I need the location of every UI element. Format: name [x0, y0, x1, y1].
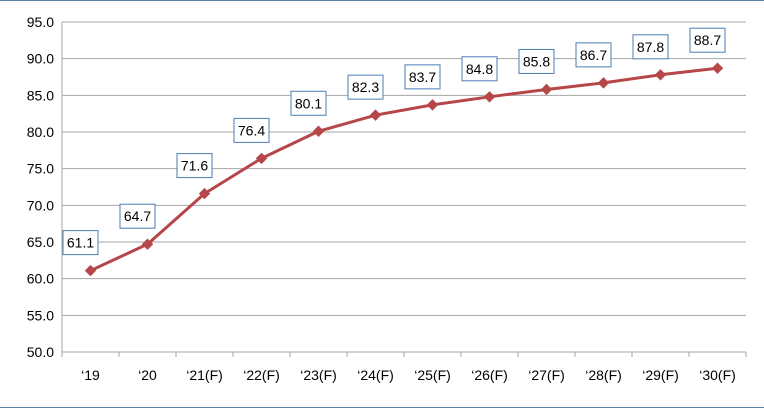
- y-tick-label: 65.0: [27, 234, 54, 250]
- y-axis-tick-labels: 95.0 90.0 85.0 80.0 75.0 70.0 65.0 60.0 55.0 50.0: [27, 14, 54, 360]
- data-label: 76.4: [238, 122, 265, 138]
- data-point-marker: [426, 99, 439, 111]
- data-label: 64.7: [124, 208, 151, 224]
- y-tick-label: 85.0: [27, 87, 54, 103]
- data-point-marker: [255, 152, 268, 165]
- data-label: 88.7: [694, 32, 721, 48]
- axes: [61, 22, 747, 357]
- x-tick-label: ‘26(F): [471, 367, 508, 383]
- data-label-box: [461, 56, 498, 82]
- data-label-box: [233, 117, 270, 143]
- y-tick-label: 50.0: [27, 344, 54, 360]
- data-point-marker: [711, 62, 724, 74]
- data-label: 85.8: [523, 53, 550, 69]
- data-point-marker: [369, 109, 382, 121]
- data-label-box: [689, 27, 726, 53]
- data-label: 80.1: [295, 95, 322, 111]
- y-tick-label: 75.0: [27, 161, 54, 177]
- data-label: 87.8: [637, 39, 664, 55]
- x-tick-label: ‘25(F): [414, 367, 451, 383]
- data-label-box: [632, 34, 669, 60]
- data-label-box: [290, 90, 327, 116]
- data-point-marker: [483, 91, 496, 103]
- x-tick-label: ‘23(F): [300, 367, 337, 383]
- data-point-marker: [312, 125, 325, 137]
- data-label: 61.1: [67, 235, 94, 251]
- data-point-marker: [198, 187, 211, 200]
- y-tick-label: 80.0: [27, 124, 54, 140]
- data-label-box: [119, 203, 156, 229]
- x-tick-label: ‘27(F): [528, 367, 565, 383]
- x-tick-label: ‘19: [81, 367, 100, 383]
- x-tick-label: ‘28(F): [585, 367, 622, 383]
- data-label-box: [518, 48, 555, 74]
- gridlines: [62, 21, 746, 316]
- y-tick-label: 90.0: [27, 51, 54, 67]
- y-tick-label: 60.0: [27, 271, 54, 287]
- data-labels: 61.1 64.7 71.6 76.4 80.1 82.3 83.7 84.8 85.8 86.7…: [62, 27, 726, 256]
- data-label-box: [176, 153, 213, 179]
- x-tick-label: ‘20: [138, 367, 157, 383]
- x-tick-label: ‘24(F): [357, 367, 394, 383]
- data-label-box: [62, 230, 99, 256]
- data-point-marker: [141, 238, 154, 250]
- x-tick-label: ‘22(F): [243, 367, 280, 383]
- x-tick-label: ‘30(F): [699, 367, 736, 383]
- data-point-marker: [654, 69, 667, 81]
- data-label-box: [404, 64, 441, 90]
- data-label-box: [575, 42, 612, 68]
- data-point-marker: [540, 83, 553, 96]
- data-label: 71.6: [181, 158, 208, 174]
- y-tick-label: 70.0: [27, 197, 54, 213]
- x-tick-label: ‘29(F): [642, 367, 679, 383]
- x-axis-tick-labels: ‘19 ‘20 ‘21(F) ‘22(F) ‘23(F) ‘24(F) ‘25(F) ‘26(…: [81, 367, 736, 383]
- series: [84, 62, 724, 277]
- data-label: 84.8: [466, 61, 493, 77]
- data-label: 86.7: [580, 47, 607, 63]
- y-tick-label: 55.0: [27, 307, 54, 323]
- x-tick-label: ‘21(F): [186, 367, 223, 383]
- data-point-marker: [84, 264, 97, 277]
- series-line: [89, 66, 718, 272]
- y-tick-label: 95.0: [27, 14, 54, 30]
- data-point-marker: [597, 77, 610, 89]
- data-label: 83.7: [409, 69, 436, 85]
- data-label: 82.3: [352, 79, 379, 95]
- data-label-box: [347, 74, 384, 100]
